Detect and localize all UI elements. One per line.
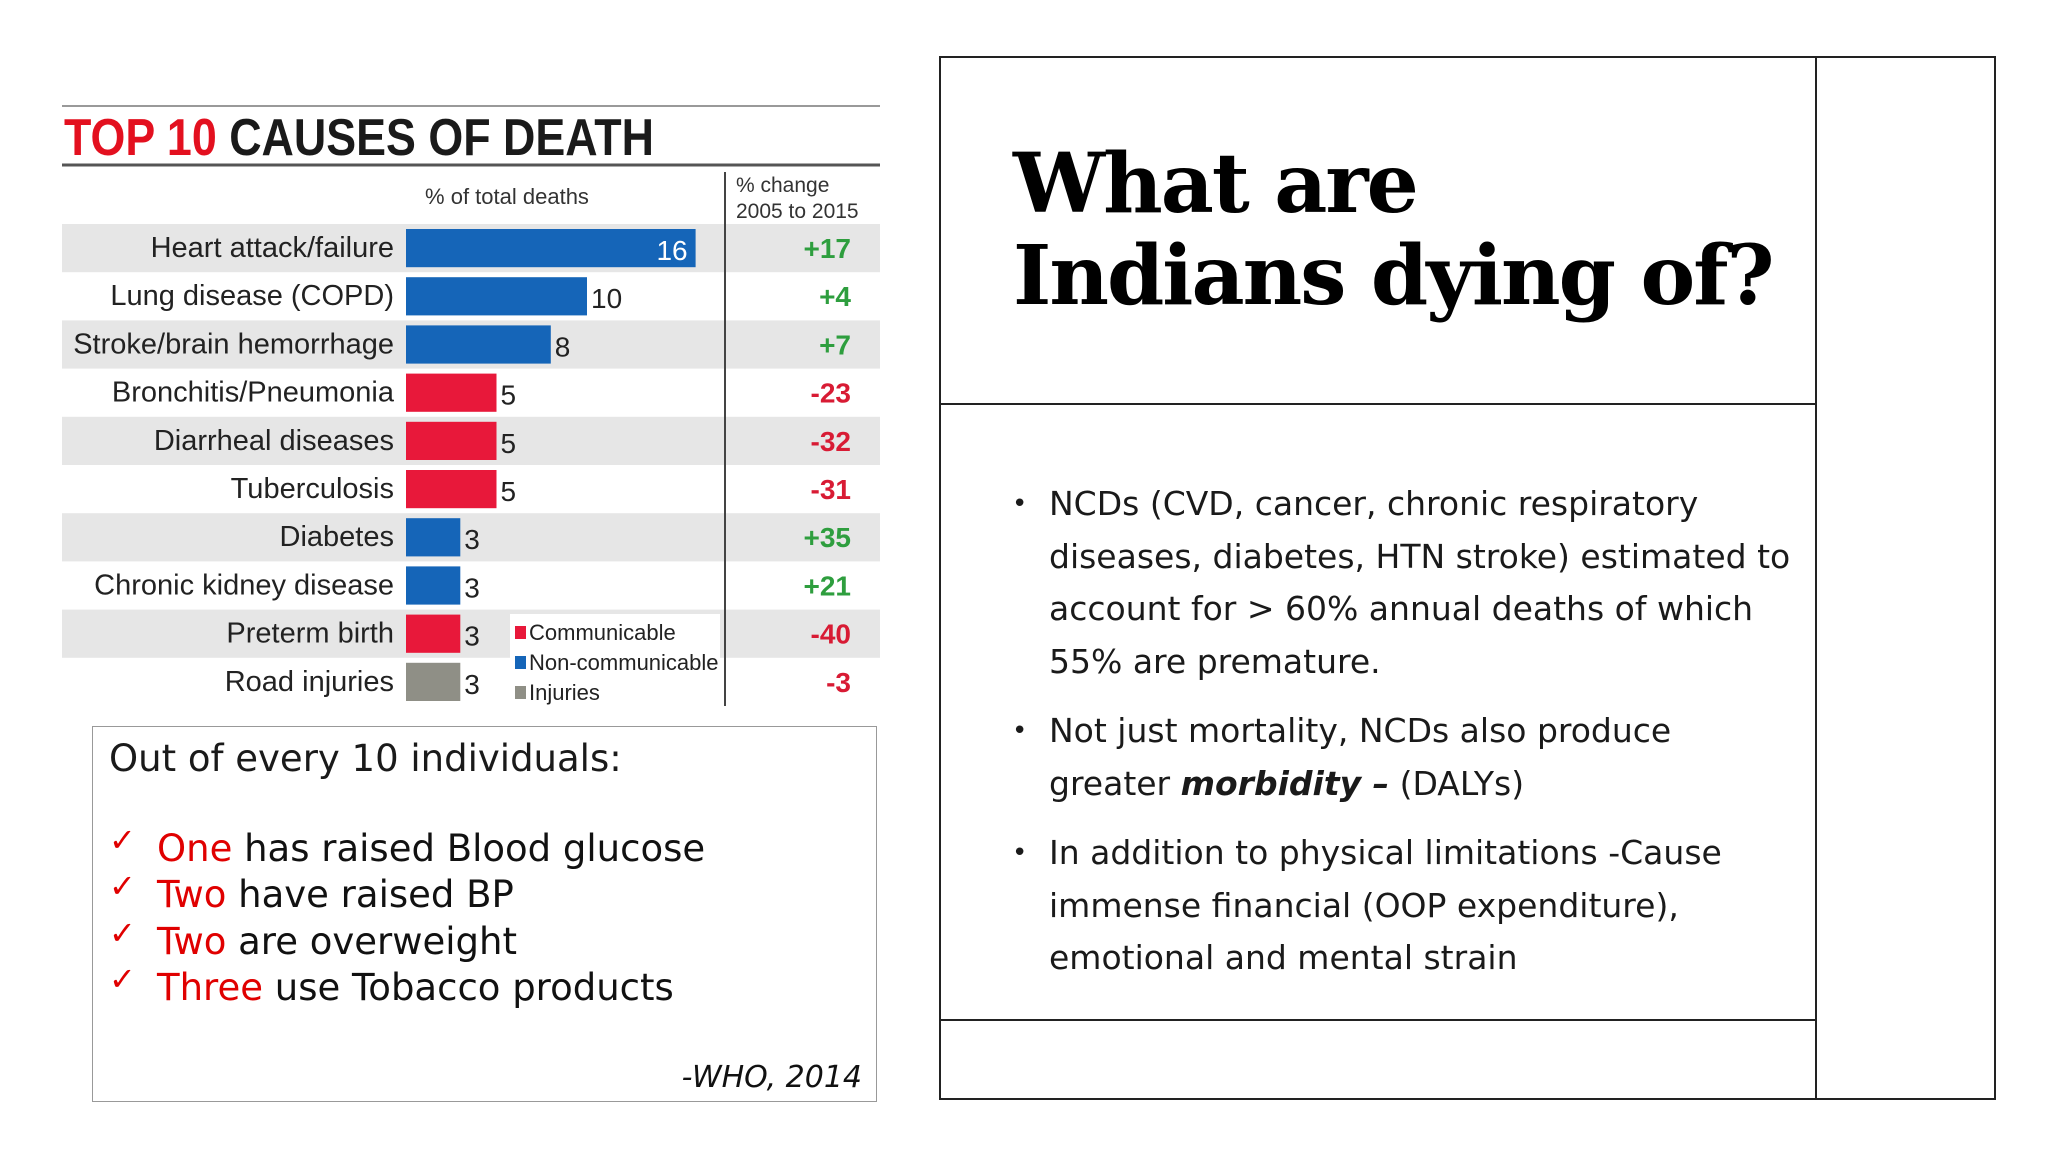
bullet-list: NCDs (CVD, cancer, chronic respiratory d… bbox=[1012, 478, 1802, 1002]
category-label: Chronic kidney disease bbox=[94, 569, 394, 601]
change-value: -3 bbox=[826, 667, 851, 698]
frame-divider bbox=[1815, 56, 1817, 1100]
value-label: 3 bbox=[464, 524, 480, 555]
title-red: TOP 10 bbox=[64, 109, 217, 167]
value-label: 5 bbox=[501, 428, 517, 459]
bullet-text: (DALYs) bbox=[1389, 763, 1525, 803]
bullet-text: NCDs (CVD, cancer, chronic respiratory d… bbox=[1049, 484, 1791, 681]
who-item-text: have raised BP bbox=[226, 873, 514, 916]
category-label: Stroke/brain hemorrhage bbox=[73, 328, 394, 360]
who-item-text: are overweight bbox=[226, 920, 517, 963]
category-label: Bronchitis/Pneumonia bbox=[112, 377, 395, 409]
who-heading: Out of every 10 individuals: bbox=[109, 737, 622, 780]
bar bbox=[406, 662, 461, 701]
chart-title: TOP 10 CAUSES OF DEATH bbox=[64, 109, 654, 167]
bullet-strain: In addition to physical limitations -Cau… bbox=[1012, 827, 1802, 985]
category-label: Diarrheal diseases bbox=[154, 425, 394, 457]
bullet-emphasis: morbidity – bbox=[1180, 763, 1390, 803]
legend-swatch bbox=[515, 656, 526, 669]
bar bbox=[406, 566, 461, 605]
category-label: Diabetes bbox=[280, 521, 394, 553]
title-line-1: What are bbox=[1013, 136, 1419, 232]
bar bbox=[406, 421, 497, 460]
top10-causes-chart: TOP 10 CAUSES OF DEATH % of total deaths%… bbox=[62, 105, 880, 706]
legend-label: Communicable bbox=[529, 620, 676, 645]
value-label: 3 bbox=[464, 572, 480, 603]
legend-swatch bbox=[515, 686, 526, 699]
who-item-count: One bbox=[157, 827, 233, 870]
legend-bg bbox=[510, 614, 720, 706]
legend-swatch bbox=[515, 626, 526, 639]
who-item: ✓ One has raised Blood glucose bbox=[109, 821, 706, 870]
category-label: Lung disease (COPD) bbox=[110, 280, 394, 312]
bar bbox=[406, 373, 497, 412]
title-black: CAUSES OF DEATH bbox=[217, 109, 654, 167]
change-value: +21 bbox=[804, 570, 852, 601]
legend-label: Non-communicable bbox=[529, 650, 719, 675]
value-label: 16 bbox=[656, 235, 687, 266]
checkmark-icon: ✓ bbox=[109, 914, 136, 952]
slide-frame bbox=[939, 56, 1996, 1100]
change-value: +4 bbox=[819, 281, 851, 312]
value-label: 8 bbox=[555, 331, 571, 362]
who-item: ✓ Three use Tobacco products bbox=[109, 960, 674, 1009]
value-header: % of total deaths bbox=[425, 184, 589, 209]
checkmark-icon: ✓ bbox=[109, 960, 136, 998]
change-header-1: % change bbox=[736, 174, 829, 197]
change-value: -23 bbox=[811, 378, 851, 409]
change-value: +7 bbox=[819, 329, 851, 360]
title-line-2: Indians dying of? bbox=[1013, 228, 1775, 324]
checkmark-icon: ✓ bbox=[109, 867, 136, 905]
slide-title: What are Indians dying of? bbox=[1013, 136, 1775, 324]
value-label: 10 bbox=[591, 283, 622, 314]
bar bbox=[406, 325, 551, 364]
category-label: Road injuries bbox=[225, 666, 394, 698]
change-header-2: 2005 to 2015 bbox=[736, 200, 859, 223]
bullet-text: In addition to physical limitations -Cau… bbox=[1049, 833, 1722, 977]
who-item-count: Three bbox=[157, 966, 263, 1009]
value-label: 3 bbox=[464, 621, 480, 652]
bullet-morbidity: Not just mortality, NCDs also produce gr… bbox=[1012, 705, 1802, 810]
who-item-count: Two bbox=[157, 920, 227, 963]
who-statistics-box: Out of every 10 individuals: ✓ One has ra… bbox=[92, 726, 877, 1102]
bar bbox=[406, 518, 461, 557]
legend-label: Injuries bbox=[529, 680, 600, 705]
who-source: -WHO, 2014 bbox=[681, 1060, 862, 1095]
who-item: ✓ Two are overweight bbox=[109, 914, 517, 963]
bar bbox=[406, 614, 461, 653]
bullet-ncds: NCDs (CVD, cancer, chronic respiratory d… bbox=[1012, 478, 1802, 688]
body-divider bbox=[939, 1019, 1816, 1021]
checkmark-icon: ✓ bbox=[109, 821, 136, 859]
category-label: Preterm birth bbox=[226, 618, 394, 650]
who-item: ✓ Two have raised BP bbox=[109, 867, 514, 916]
change-value: +35 bbox=[804, 522, 852, 553]
change-value: -40 bbox=[811, 619, 851, 650]
change-value: +17 bbox=[804, 233, 852, 264]
value-label: 5 bbox=[501, 476, 517, 507]
change-value: -31 bbox=[811, 474, 851, 505]
title-divider bbox=[939, 403, 1816, 405]
who-item-text: use Tobacco products bbox=[262, 966, 674, 1009]
who-item-text: has raised Blood glucose bbox=[232, 827, 706, 870]
value-label: 3 bbox=[464, 669, 480, 700]
bar bbox=[406, 277, 587, 316]
bar bbox=[406, 229, 696, 268]
row-band bbox=[62, 609, 880, 658]
row-band bbox=[62, 513, 880, 562]
who-item-count: Two bbox=[157, 873, 227, 916]
category-label: Tuberculosis bbox=[231, 473, 394, 505]
value-label: 5 bbox=[501, 380, 517, 411]
change-value: -32 bbox=[811, 426, 851, 457]
bullet-text: Not just mortality, NCDs also produce gr… bbox=[1049, 711, 1672, 803]
category-label: Heart attack/failure bbox=[151, 232, 394, 264]
bar bbox=[406, 470, 497, 509]
